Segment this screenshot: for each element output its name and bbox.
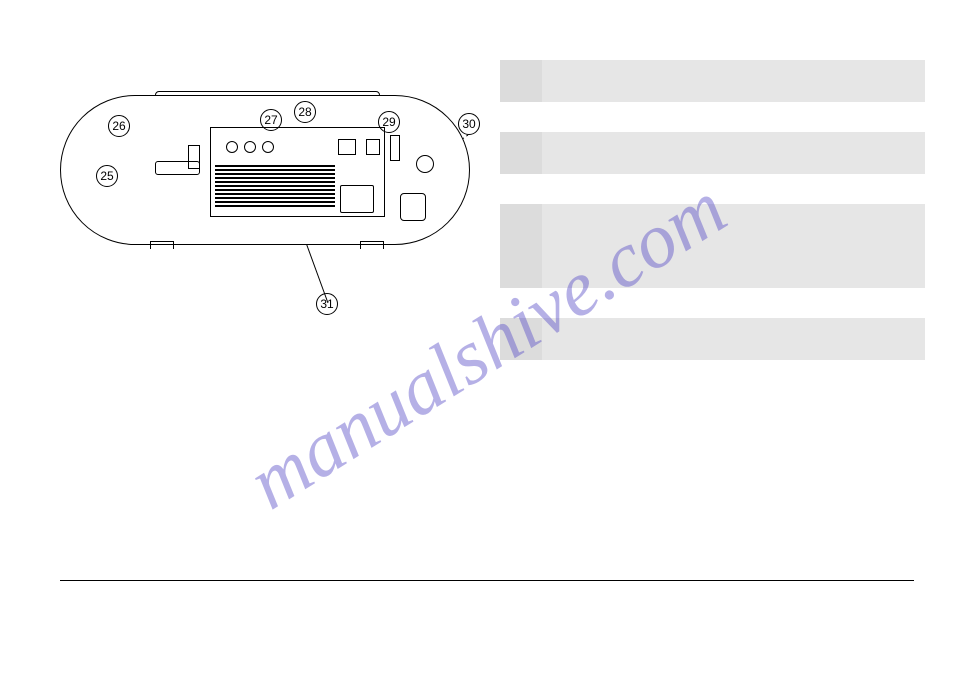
callout-31: 31 [316,293,338,315]
antenna-base [390,135,400,161]
ac-socket [416,155,434,173]
row-num [500,318,542,360]
table-row [500,318,925,360]
row-text [542,132,925,174]
foot-right [360,241,384,249]
legend-section-3 [500,204,925,288]
callout-26: 26 [108,115,130,137]
table-row [500,132,925,174]
foot-left [150,241,174,249]
switch [188,145,200,169]
jack-3 [262,141,274,153]
device-diagram: 25 26 27 28 29 30 31 [60,65,470,275]
jack-1 [226,141,238,153]
row-num [500,246,542,288]
jack-2 [244,141,256,153]
table-row [500,204,925,246]
callout-28: 28 [294,101,316,123]
legend-section-1 [500,60,925,102]
legend-section-4 [500,318,925,360]
legend-column [500,60,925,390]
row-num [500,132,542,174]
voltage-selector [338,139,356,155]
table-row [500,60,925,102]
page-root: 25 26 27 28 29 30 31 [0,0,974,689]
port [366,139,380,155]
battery-grille [215,165,335,213]
callout-27: 27 [260,109,282,131]
table-row [500,246,925,288]
callout-30: 30 [458,113,480,135]
label-area [340,185,374,213]
row-num [500,60,542,102]
footer-rule [60,580,914,581]
callout-25: 25 [96,165,118,187]
legend-section-2 [500,132,925,174]
callout-29: 29 [378,111,400,133]
row-text [542,246,925,288]
row-text [542,204,925,246]
row-num [500,204,542,246]
row-text [542,318,925,360]
row-text [542,60,925,102]
side-button [400,193,426,221]
